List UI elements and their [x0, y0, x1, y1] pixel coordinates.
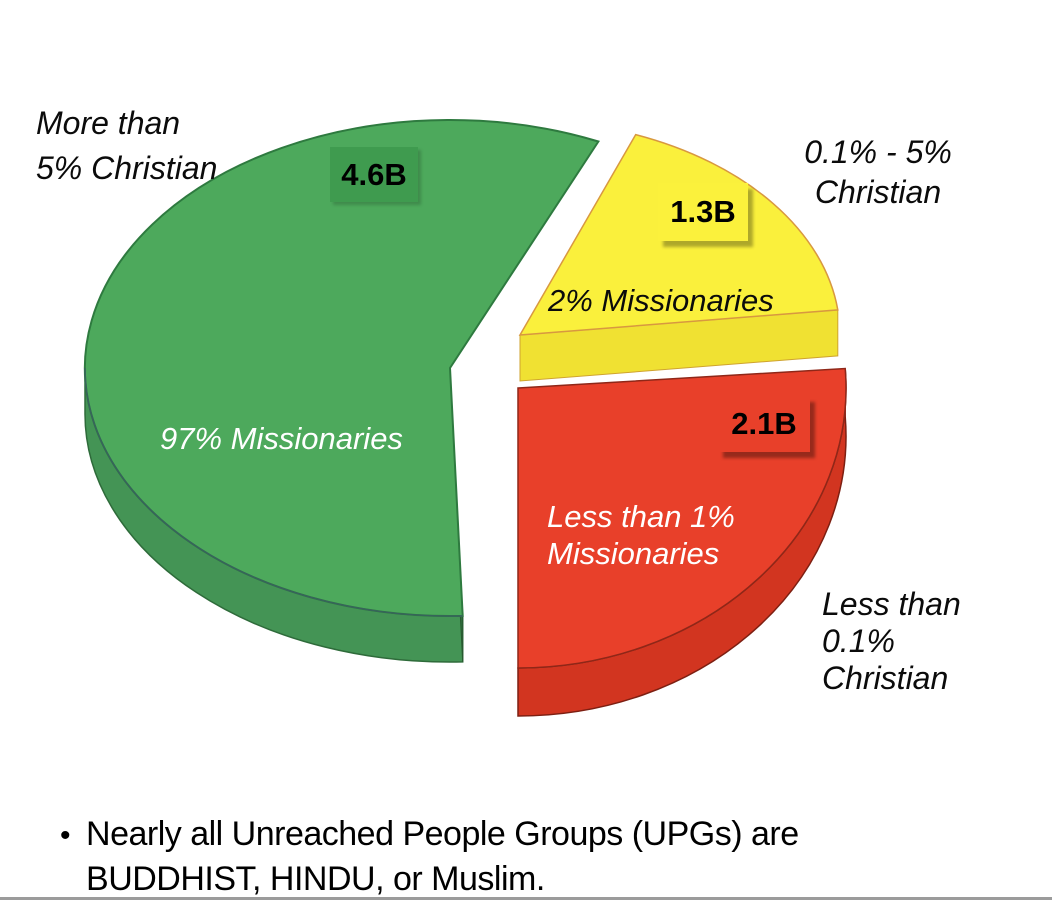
annotation-97pct-missionaries: 97% Missionaries [160, 421, 403, 456]
value-yellow: 1.3B [670, 194, 736, 229]
value-badge-yellow: 1.3B [658, 183, 748, 241]
value-badge-green: 4.6B [330, 147, 418, 202]
value-badge-red: 2.1B [718, 396, 810, 452]
footer-text: Nearly all Unreached People Groups (UPGs… [86, 815, 799, 898]
annotation-2pct-missionaries: 2% Missionaries [548, 283, 774, 318]
callout-0.1-5pct-christian: 0.1% - 5% Christian [804, 134, 952, 210]
value-red: 2.1B [731, 406, 797, 441]
callout-less-than-0.1pct-christian: Less than 0.1% Christian [822, 586, 961, 697]
footer-note: • Nearly all Unreached People Groups (UP… [60, 812, 980, 902]
callout-more-than-5pct-christian: More than 5% Christian [36, 105, 218, 186]
value-green: 4.6B [341, 156, 407, 192]
annotation-less-than-1pct-missionaries: Less than 1% Missionaries [547, 499, 735, 572]
bullet-icon: • [60, 819, 71, 852]
green-slice-rim-line [84, 367, 463, 617]
bottom-divider [0, 897, 1052, 900]
